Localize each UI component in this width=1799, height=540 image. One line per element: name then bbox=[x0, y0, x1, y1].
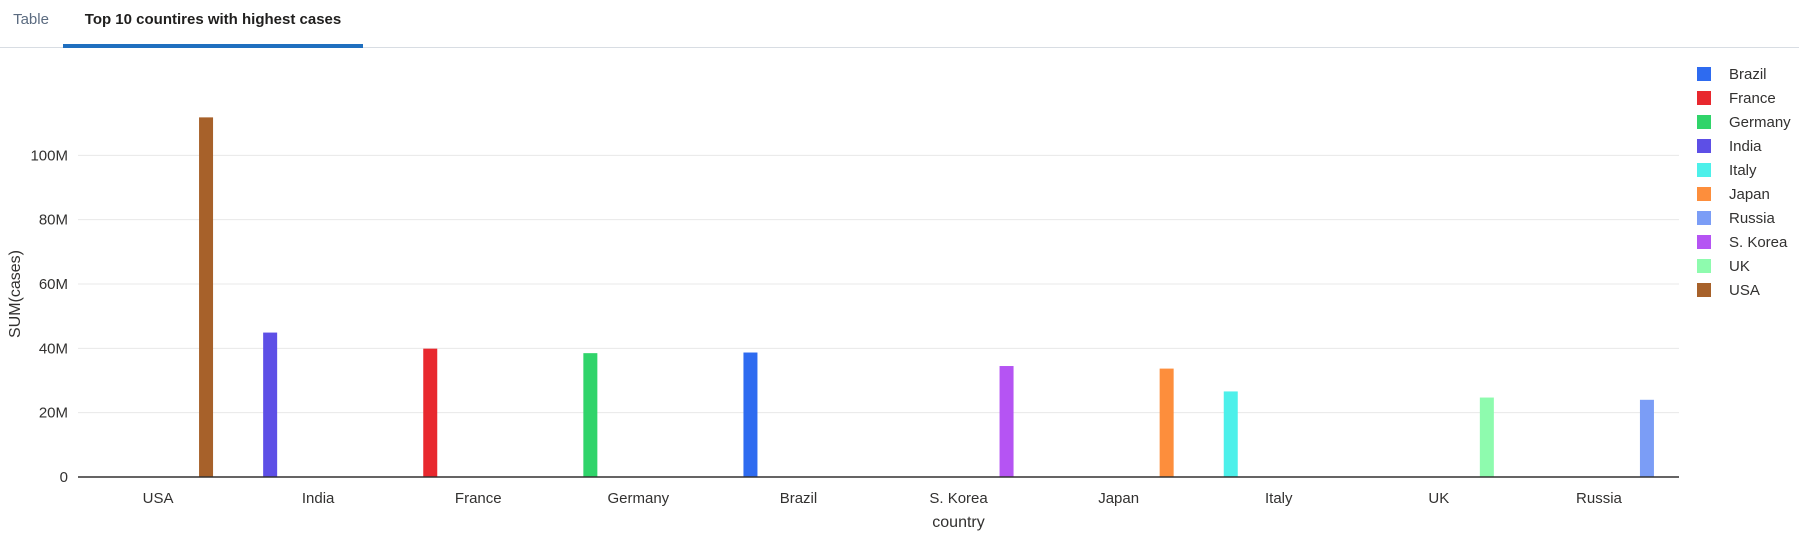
x-tick-label: Japan bbox=[1098, 490, 1139, 507]
x-tick-label: UK bbox=[1428, 490, 1449, 507]
x-tick-label: USA bbox=[143, 490, 174, 507]
legend-item-label[interactable]: USA bbox=[1729, 282, 1760, 299]
active-tab-indicator bbox=[63, 44, 363, 48]
y-tick-label: 60M bbox=[39, 276, 68, 293]
bars bbox=[199, 117, 1654, 478]
legend-item-label[interactable]: Germany bbox=[1729, 114, 1791, 131]
legend-swatch bbox=[1697, 91, 1711, 105]
legend-item-label[interactable]: Brazil bbox=[1729, 66, 1767, 83]
x-tick-label: Italy bbox=[1265, 490, 1293, 507]
bar-india[interactable] bbox=[263, 332, 278, 477]
legend-swatch bbox=[1697, 163, 1711, 177]
bar-brazil[interactable] bbox=[743, 352, 758, 477]
bar-japan[interactable] bbox=[1159, 368, 1174, 477]
y-tick-label: 20M bbox=[39, 405, 68, 422]
legend: Brazil France Germany India Italy Japan Russia… bbox=[1697, 66, 1791, 299]
bar-russia[interactable] bbox=[1639, 399, 1654, 477]
bar-france[interactable] bbox=[423, 348, 438, 477]
x-tick-label: Russia bbox=[1576, 490, 1623, 507]
gridlines bbox=[78, 154, 1679, 414]
x-tick-label: Brazil bbox=[780, 490, 818, 507]
legend-swatch bbox=[1697, 187, 1711, 201]
legend-item-label[interactable]: UK bbox=[1729, 258, 1750, 275]
legend-swatch bbox=[1697, 139, 1711, 153]
legend-swatch bbox=[1697, 67, 1711, 81]
bar-usa[interactable] bbox=[199, 117, 214, 478]
bar-uk[interactable] bbox=[1479, 397, 1494, 477]
legend-item-label[interactable]: India bbox=[1729, 138, 1762, 155]
legend-swatch bbox=[1697, 115, 1711, 129]
legend-swatch bbox=[1697, 211, 1711, 225]
legend-item-label[interactable]: Japan bbox=[1729, 186, 1770, 203]
y-tick-label: 40M bbox=[39, 340, 68, 357]
y-tick-label: 0 bbox=[60, 469, 68, 486]
tab-table[interactable]: Table bbox=[13, 11, 49, 28]
y-tick-label: 100M bbox=[30, 147, 68, 164]
bar-italy[interactable] bbox=[1223, 391, 1238, 477]
x-tick-label: Germany bbox=[608, 490, 670, 507]
bar-germany[interactable] bbox=[583, 353, 598, 477]
y-axis-ticks: 0 20M 40M 60M 80M 100M bbox=[30, 147, 68, 486]
x-tick-label: India bbox=[302, 490, 335, 507]
legend-swatch bbox=[1697, 235, 1711, 249]
y-axis-title: SUM(cases) bbox=[7, 250, 24, 338]
legend-swatch bbox=[1697, 259, 1711, 273]
tab-top-10-chart[interactable]: Top 10 countires with highest cases bbox=[84, 11, 342, 28]
tab-bar: Table Top 10 countires with highest case… bbox=[0, 0, 1799, 48]
bar-s-korea[interactable] bbox=[999, 366, 1014, 477]
x-tick-label: S. Korea bbox=[929, 490, 988, 507]
legend-item-label[interactable]: S. Korea bbox=[1729, 234, 1788, 251]
x-tick-label: France bbox=[455, 490, 502, 507]
legend-swatch bbox=[1697, 283, 1711, 297]
x-axis-title: country bbox=[932, 514, 984, 531]
x-axis-ticks: USA India France Germany Brazil S. Korea Japan… bbox=[143, 490, 1623, 507]
legend-item-label[interactable]: Russia bbox=[1729, 210, 1776, 227]
y-tick-label: 80M bbox=[39, 212, 68, 229]
legend-item-label[interactable]: France bbox=[1729, 90, 1776, 107]
legend-item-label[interactable]: Italy bbox=[1729, 162, 1757, 179]
